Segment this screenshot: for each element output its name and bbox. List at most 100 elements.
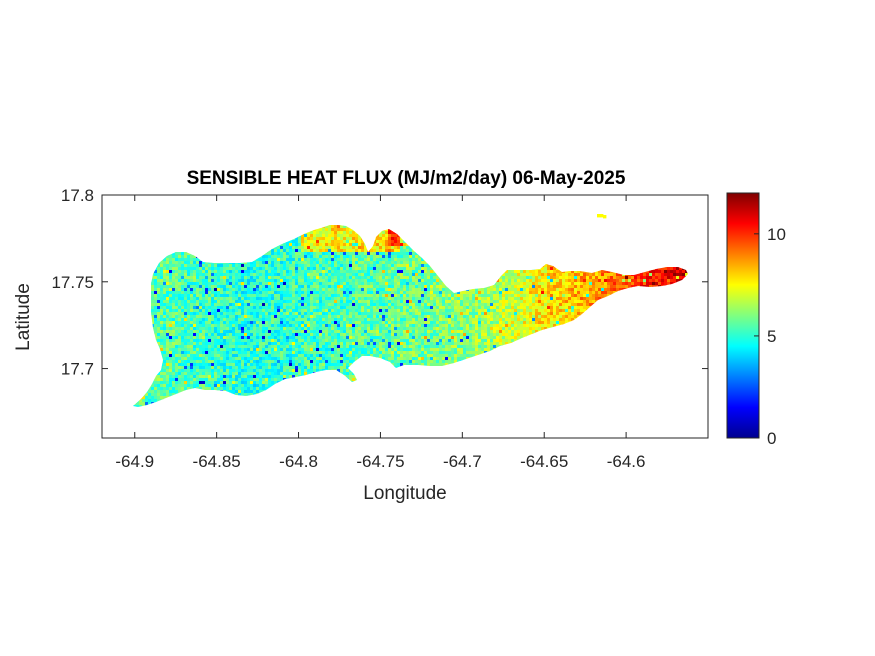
heat-cell bbox=[595, 282, 599, 286]
heat-cell bbox=[562, 291, 566, 295]
heat-cell bbox=[496, 294, 500, 298]
heat-cell bbox=[376, 234, 380, 238]
heat-cell bbox=[358, 267, 362, 271]
heat-cell bbox=[247, 273, 251, 277]
heat-cell bbox=[472, 288, 476, 292]
heat-cell bbox=[331, 291, 335, 295]
heat-cell bbox=[391, 258, 395, 262]
heat-cell bbox=[595, 279, 599, 283]
heat-cell bbox=[325, 297, 329, 301]
heat-cell bbox=[643, 273, 647, 277]
heat-cell bbox=[283, 279, 287, 283]
heat-cell bbox=[202, 300, 206, 304]
heat-cell bbox=[268, 258, 272, 262]
heat-cell bbox=[307, 276, 311, 280]
heat-cell bbox=[391, 264, 395, 268]
heat-cell bbox=[391, 255, 395, 259]
heat-cell bbox=[202, 276, 206, 280]
heat-cell bbox=[334, 291, 338, 295]
heat-cell bbox=[253, 297, 257, 301]
heat-cell bbox=[160, 270, 164, 274]
heat-cell bbox=[514, 276, 518, 280]
heat-cell bbox=[349, 282, 353, 286]
heat-cell bbox=[211, 270, 215, 274]
heat-cell bbox=[421, 264, 425, 268]
heat-cell bbox=[388, 285, 392, 289]
heat-cell bbox=[388, 267, 392, 271]
heat-cell bbox=[295, 300, 299, 304]
heat-cell bbox=[334, 240, 338, 244]
heat-cell bbox=[379, 285, 383, 289]
heat-cell bbox=[337, 291, 341, 295]
heat-cell bbox=[658, 273, 662, 277]
heat-cell bbox=[322, 249, 326, 253]
heat-cell bbox=[157, 285, 161, 289]
heat-cell bbox=[343, 249, 347, 253]
heat-cell bbox=[286, 258, 290, 262]
heat-cell bbox=[646, 279, 650, 283]
heat-cell bbox=[559, 285, 563, 289]
heat-cell bbox=[496, 285, 500, 289]
heat-cell bbox=[502, 285, 506, 289]
heat-cell bbox=[343, 264, 347, 268]
heat-cell bbox=[205, 267, 209, 271]
heat-cell bbox=[523, 282, 527, 286]
heat-cell bbox=[178, 270, 182, 274]
heat-cell bbox=[274, 282, 278, 286]
heat-cell bbox=[262, 279, 266, 283]
heat-cell bbox=[370, 252, 374, 256]
heat-cell bbox=[310, 279, 314, 283]
heat-cell bbox=[547, 285, 551, 289]
heat-cell bbox=[370, 276, 374, 280]
heat-cell bbox=[334, 276, 338, 280]
heat-cell bbox=[607, 276, 611, 280]
heat-cell bbox=[223, 288, 227, 292]
heat-cell bbox=[166, 288, 170, 292]
heat-cell bbox=[391, 276, 395, 280]
heat-cell bbox=[391, 252, 395, 256]
heat-cell bbox=[619, 288, 623, 292]
heat-cell bbox=[331, 288, 335, 292]
heat-cell bbox=[529, 276, 533, 280]
heat-cell bbox=[469, 297, 473, 301]
heat-cell bbox=[268, 270, 272, 274]
heat-cell bbox=[358, 255, 362, 259]
heat-cell bbox=[316, 234, 320, 238]
heat-cell bbox=[280, 279, 284, 283]
heat-cell bbox=[535, 288, 539, 292]
heat-cell bbox=[325, 252, 329, 256]
heat-cell bbox=[571, 288, 575, 292]
heat-cell bbox=[358, 273, 362, 277]
heat-cell bbox=[340, 294, 344, 298]
heat-cell bbox=[193, 300, 197, 304]
heat-cell bbox=[169, 267, 173, 271]
heat-cell bbox=[598, 270, 602, 274]
heat-cell bbox=[361, 267, 365, 271]
heat-cell bbox=[454, 294, 458, 298]
heat-cell bbox=[241, 297, 245, 301]
heat-cell bbox=[376, 291, 380, 295]
heat-cell bbox=[412, 261, 416, 265]
heat-cell bbox=[175, 285, 179, 289]
heat-cell bbox=[184, 252, 188, 256]
heat-cell bbox=[529, 270, 533, 274]
heat-cell bbox=[346, 237, 350, 241]
heat-cell bbox=[448, 297, 452, 301]
heat-cell bbox=[184, 270, 188, 274]
heat-cell bbox=[340, 276, 344, 280]
heat-cell bbox=[502, 291, 506, 295]
heat-cell bbox=[307, 300, 311, 304]
heat-cell bbox=[397, 273, 401, 277]
heat-cell bbox=[289, 294, 293, 298]
heat-cell bbox=[337, 282, 341, 286]
heat-cell bbox=[643, 282, 647, 286]
heat-cell bbox=[532, 294, 536, 298]
heat-cell bbox=[682, 276, 686, 280]
heat-cell bbox=[298, 288, 302, 292]
heat-cell bbox=[337, 243, 341, 247]
heat-cell bbox=[595, 294, 599, 298]
heat-cell bbox=[616, 285, 620, 289]
heat-cell bbox=[499, 279, 503, 283]
heat-cell bbox=[265, 282, 269, 286]
heat-cell bbox=[382, 237, 386, 241]
